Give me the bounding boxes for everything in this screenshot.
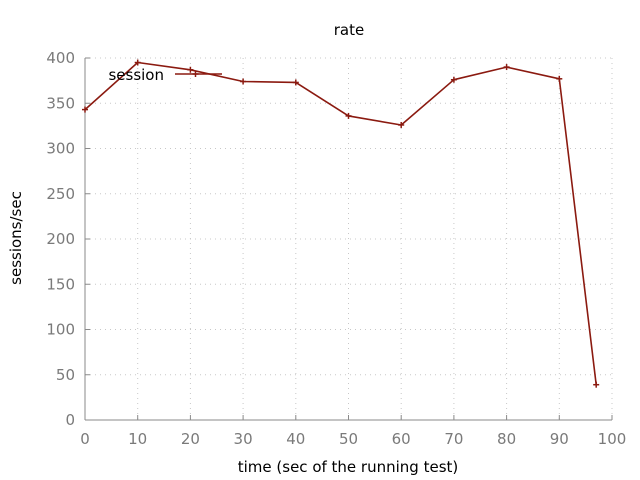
data-point	[398, 121, 405, 128]
data-point	[240, 78, 247, 85]
data-point	[82, 106, 88, 113]
tick-labels: 0 10 20 30 40 50 60 70 80 90 100 0 50 100 150 200 250 300…	[46, 49, 626, 448]
x-tick-label: 100	[598, 430, 627, 448]
axes	[84, 57, 613, 421]
grid	[85, 57, 613, 420]
y-tick-label: 100	[46, 321, 75, 339]
x-tick-label: 0	[80, 430, 90, 448]
data-point	[556, 75, 563, 82]
data-point	[450, 76, 457, 83]
series-layer	[82, 59, 600, 388]
x-tick-label: 10	[128, 430, 147, 448]
x-tick-label: 40	[286, 430, 305, 448]
x-tick-label: 80	[497, 430, 516, 448]
y-tick-label: 400	[46, 49, 75, 67]
chart-title: rate	[334, 21, 364, 39]
y-tick-label: 0	[65, 411, 75, 429]
legend-label: session	[108, 66, 164, 84]
legend-swatch	[175, 71, 222, 77]
data-point	[292, 79, 299, 86]
data-point	[187, 66, 194, 73]
data-point	[134, 59, 141, 66]
series-line	[84, 61, 597, 385]
y-tick-label: 300	[46, 140, 75, 158]
y-tick-label: 50	[56, 366, 75, 384]
x-tick-label: 30	[234, 430, 253, 448]
y-tick-label: 150	[46, 275, 75, 293]
y-axis-label: sessions/sec	[7, 191, 25, 285]
y-tick-label: 200	[46, 230, 75, 248]
x-tick-label: 50	[339, 430, 358, 448]
x-tick-label: 20	[181, 430, 200, 448]
data-point	[345, 112, 352, 119]
x-axis-label: time (sec of the running test)	[238, 458, 459, 476]
data-point	[593, 381, 600, 388]
y-tick-label: 350	[46, 94, 75, 112]
x-tick-label: 90	[550, 430, 569, 448]
data-point	[503, 64, 510, 71]
legend: session	[108, 66, 222, 84]
x-tick-label: 60	[392, 430, 411, 448]
y-tick-label: 250	[46, 185, 75, 203]
x-tick-label: 70	[444, 430, 463, 448]
